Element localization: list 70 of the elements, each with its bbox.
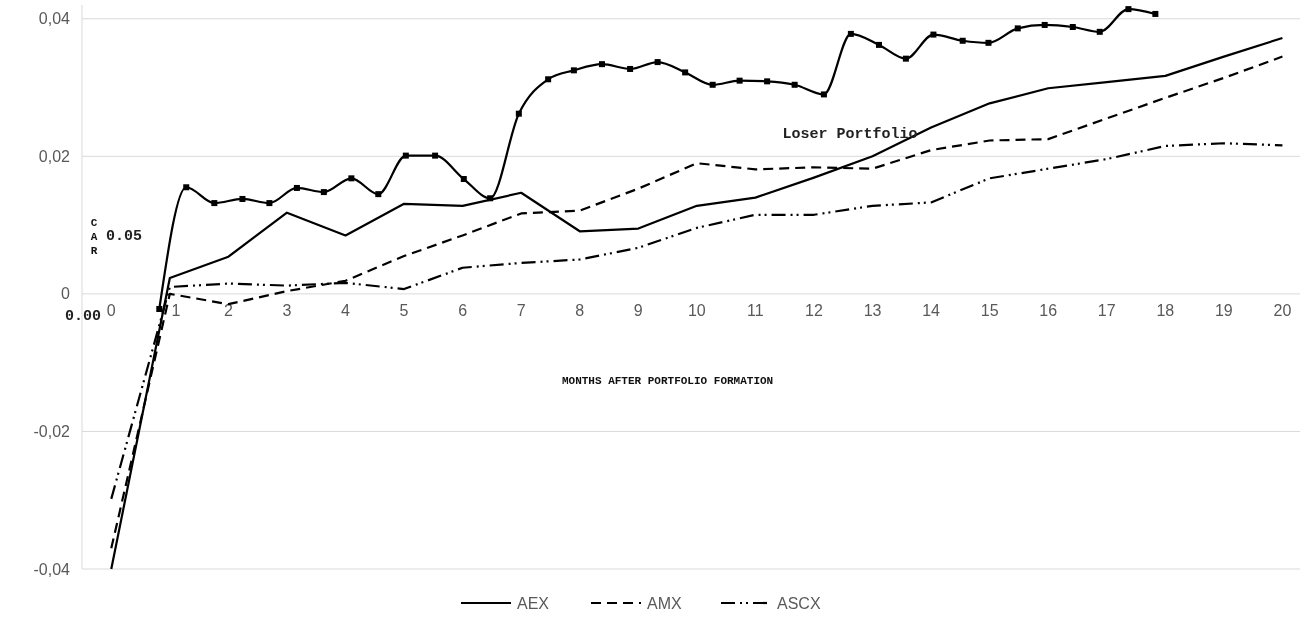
x-tick-label: 8 bbox=[575, 301, 585, 319]
point bbox=[570, 67, 577, 74]
point bbox=[654, 59, 661, 66]
point bbox=[598, 61, 605, 68]
x-tick-label: 17 bbox=[1097, 301, 1116, 319]
point bbox=[1069, 24, 1076, 31]
x-tick-label: 4 bbox=[341, 301, 351, 319]
y-axis-title: CAR bbox=[90, 217, 98, 257]
x-tick-label: 9 bbox=[633, 301, 643, 319]
point bbox=[211, 200, 218, 207]
annotation: Loser Portfolio bbox=[782, 126, 918, 143]
x-tick-label: 7 bbox=[516, 301, 526, 319]
x-tick-label: 6 bbox=[458, 301, 468, 319]
point bbox=[627, 65, 634, 72]
x-tick-label: 18 bbox=[1156, 301, 1175, 319]
point bbox=[1041, 21, 1048, 28]
point bbox=[402, 152, 409, 159]
y-tick-label: 0,04 bbox=[38, 10, 71, 28]
point bbox=[293, 184, 300, 191]
point bbox=[820, 91, 827, 98]
point bbox=[1152, 10, 1159, 17]
x-tick-label: 10 bbox=[687, 301, 706, 319]
point bbox=[875, 41, 882, 48]
annotation: 0.05 bbox=[106, 228, 143, 245]
y-tick-label: -0,04 bbox=[33, 560, 71, 578]
point bbox=[791, 81, 798, 88]
x-tick-label: 12 bbox=[805, 301, 823, 319]
point bbox=[348, 175, 355, 182]
point bbox=[320, 189, 327, 196]
point bbox=[156, 306, 163, 313]
x-tick-label: 0 bbox=[106, 301, 116, 319]
point bbox=[709, 81, 716, 88]
point bbox=[764, 78, 771, 85]
point bbox=[183, 184, 190, 191]
point bbox=[847, 30, 854, 37]
y-tick-label: 0,02 bbox=[38, 147, 71, 165]
x-tick-label: 14 bbox=[922, 301, 941, 319]
x-tick-label: 3 bbox=[282, 301, 292, 319]
point bbox=[1014, 25, 1021, 32]
point bbox=[902, 55, 909, 62]
point bbox=[460, 176, 467, 183]
point bbox=[239, 195, 246, 202]
x-tick-label: 1 bbox=[171, 301, 181, 319]
point bbox=[487, 195, 494, 202]
point bbox=[375, 191, 382, 198]
y-tick-label: -0,02 bbox=[33, 423, 71, 441]
x-tick-label: 13 bbox=[863, 301, 882, 319]
x-axis-title: MONTHS AFTER PORTFOLIO FORMATION bbox=[561, 375, 774, 387]
point bbox=[266, 200, 273, 207]
legend-label: AMX bbox=[647, 594, 682, 612]
point bbox=[959, 37, 966, 44]
legend-label: ASCX bbox=[777, 594, 821, 612]
point bbox=[1125, 6, 1132, 13]
x-tick-label: 16 bbox=[1039, 301, 1058, 319]
point bbox=[432, 152, 439, 159]
x-tick-label: 15 bbox=[980, 301, 999, 319]
point bbox=[682, 69, 689, 76]
x-tick-label: 5 bbox=[399, 301, 409, 319]
point bbox=[930, 31, 937, 38]
point bbox=[515, 110, 522, 117]
point bbox=[985, 39, 992, 46]
legend-label: AEX bbox=[517, 594, 550, 612]
point bbox=[1096, 28, 1103, 35]
x-tick-label: 11 bbox=[747, 301, 764, 319]
y-tick-label: 0 bbox=[61, 285, 71, 303]
x-tick-label: 20 bbox=[1273, 301, 1292, 319]
point bbox=[736, 77, 743, 84]
point bbox=[545, 76, 552, 83]
annotation: 0.00 bbox=[64, 308, 101, 325]
x-tick-label: 19 bbox=[1214, 301, 1233, 319]
